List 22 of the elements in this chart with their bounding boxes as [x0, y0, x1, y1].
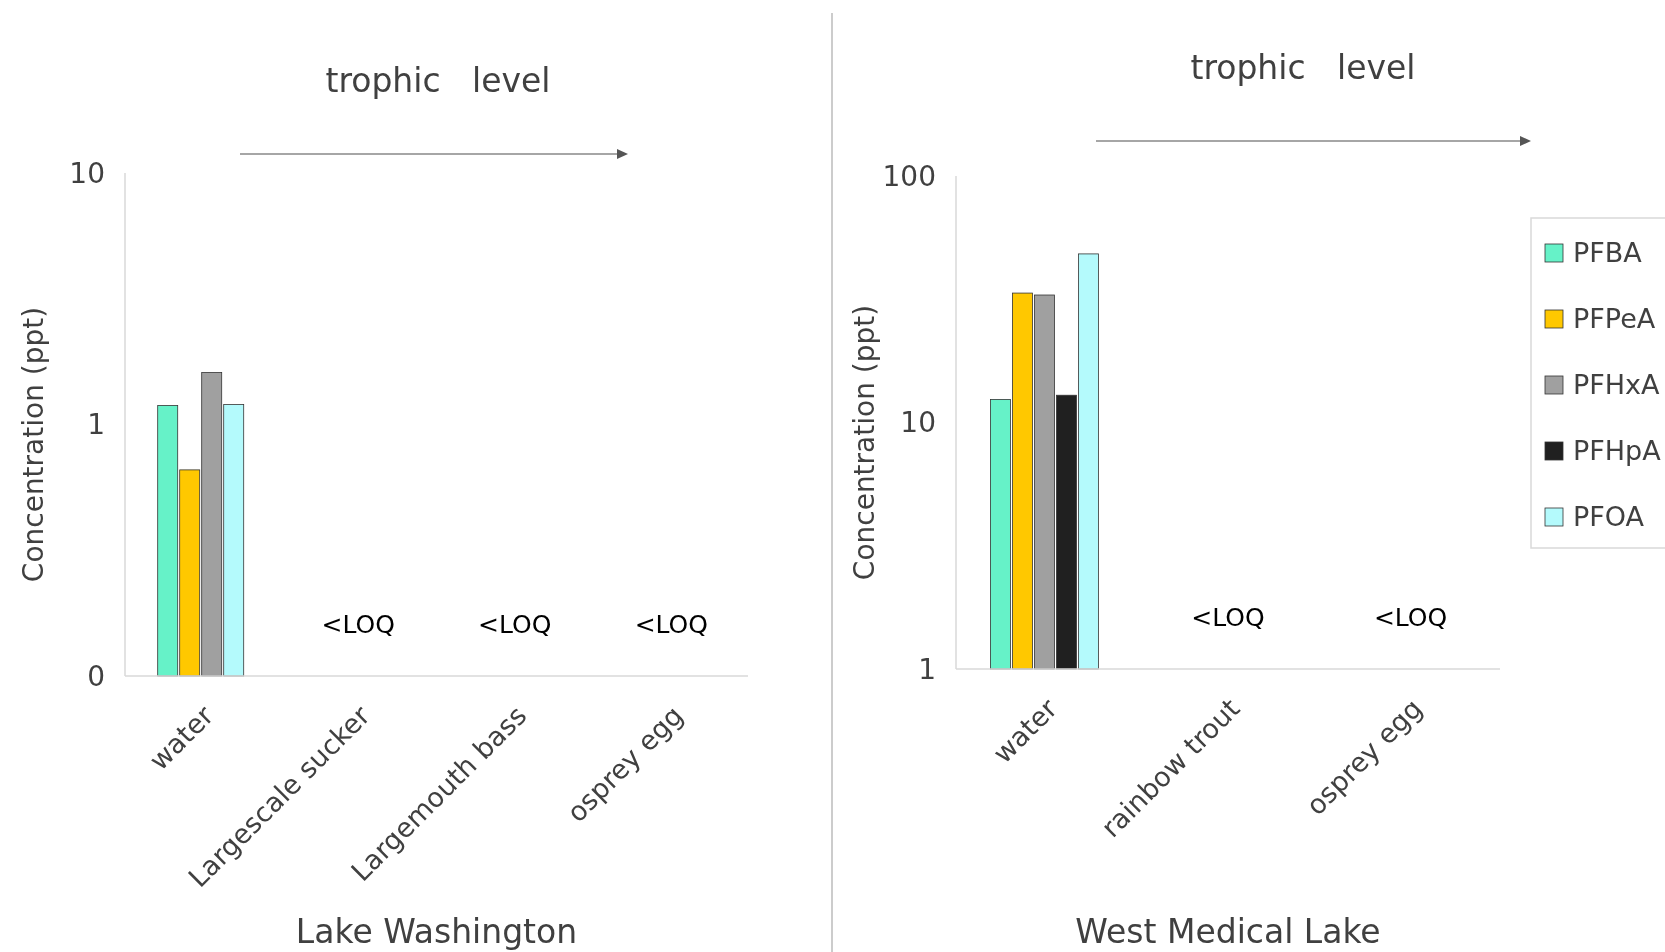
y-tick-label: 1 — [918, 652, 936, 686]
annotation: <LOQ — [1373, 602, 1448, 632]
y-tick-label: 1 — [87, 408, 105, 442]
legend-label: PFBA — [1573, 237, 1643, 269]
y-tick-label: 100 — [882, 159, 936, 193]
y-tick-label: 10 — [900, 406, 936, 440]
text: trophic level — [1190, 47, 1416, 87]
y-tick-label: 0 — [87, 659, 105, 693]
annotation: <LOQ — [478, 609, 552, 639]
legend-label: PFHxA — [1573, 369, 1661, 401]
annotation: <LOQ — [321, 609, 395, 639]
text: trophic level — [325, 60, 551, 100]
legend-label: PFPeA — [1573, 303, 1656, 335]
x-axis-title: Lake Washington — [295, 912, 578, 951]
y-axis-title: Concentration (ppt) — [848, 304, 881, 581]
y-tick-label: 10 — [69, 156, 105, 190]
legend-label: PFHpA — [1573, 435, 1662, 467]
x-axis-title: West Medical Lake — [1075, 912, 1381, 951]
legend-label: PFOA — [1573, 501, 1645, 533]
annotation: <LOQ — [1191, 602, 1265, 632]
y-axis-title: Concentration (ppt) — [17, 306, 50, 583]
annotation: <LOQ — [634, 609, 708, 639]
